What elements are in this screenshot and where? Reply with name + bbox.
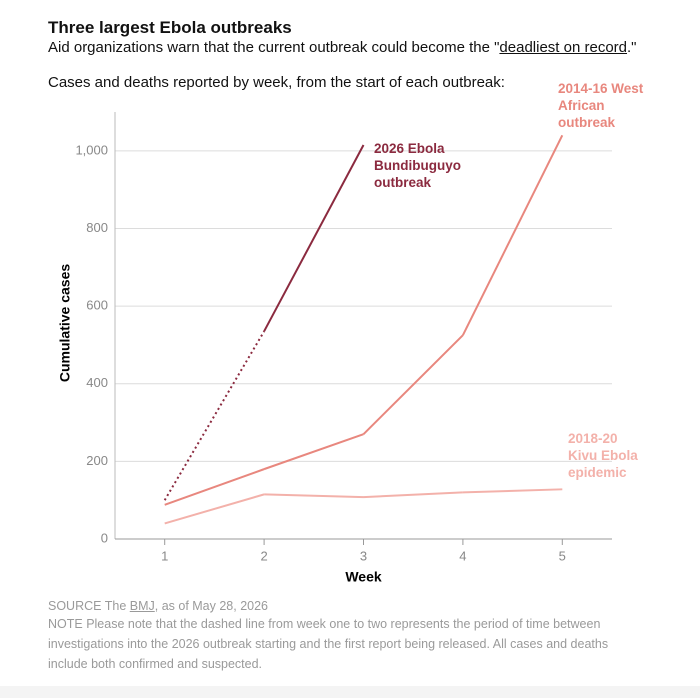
line-segment bbox=[263, 433, 364, 471]
chart-title: Three largest Ebola outbreaks bbox=[48, 18, 292, 37]
y-tick-label: 0 bbox=[101, 530, 108, 545]
series-label: 2026 Ebola Bundibuguyo outbreak bbox=[374, 141, 461, 190]
subtitle-text: ." bbox=[627, 39, 637, 56]
line-segment bbox=[362, 334, 464, 435]
x-tick-label: 5 bbox=[559, 548, 566, 563]
x-tick-label: 4 bbox=[459, 548, 466, 563]
subtitle-text: Aid organizations warn that the current … bbox=[48, 39, 500, 56]
line-segment bbox=[462, 488, 563, 494]
subtitle: Aid organizations warn that the current … bbox=[48, 39, 637, 56]
line-segment bbox=[164, 493, 265, 525]
annotation: Cases and deaths reported by week, from … bbox=[48, 74, 505, 91]
y-tick-label: 800 bbox=[86, 220, 108, 235]
line-segment bbox=[263, 144, 365, 332]
line-segment bbox=[264, 493, 364, 499]
x-tick-label: 1 bbox=[161, 548, 168, 563]
y-tick-label: 400 bbox=[86, 375, 108, 390]
y-tick-label: 600 bbox=[86, 298, 108, 313]
note: NOTE Please note that the dashed line fr… bbox=[48, 617, 609, 671]
source: SOURCE The BMJ, as of May 28, 2026 bbox=[48, 596, 268, 616]
x-axis-label: Week bbox=[345, 569, 382, 585]
source-text: , as of May 28, 2026 bbox=[154, 599, 269, 613]
source-link[interactable]: BMJ bbox=[129, 599, 155, 613]
line-segment bbox=[164, 468, 265, 506]
y-tick-label: 1,000 bbox=[75, 142, 108, 157]
y-tick-label: 200 bbox=[86, 453, 108, 468]
subtitle-link[interactable]: deadliest on record bbox=[499, 39, 628, 56]
x-tick-label: 2 bbox=[260, 548, 267, 563]
series-label: 2014-16 West African outbreak bbox=[558, 81, 644, 130]
x-tick-label: 3 bbox=[360, 548, 367, 563]
footer-band bbox=[0, 686, 700, 698]
line-segment bbox=[363, 491, 463, 499]
y-axis-label: Cumulative cases bbox=[57, 264, 73, 382]
source-text: SOURCE The bbox=[48, 599, 130, 613]
series-label: 2018-20 Kivu Ebola epidemic bbox=[568, 431, 638, 480]
line-segment bbox=[462, 134, 564, 336]
